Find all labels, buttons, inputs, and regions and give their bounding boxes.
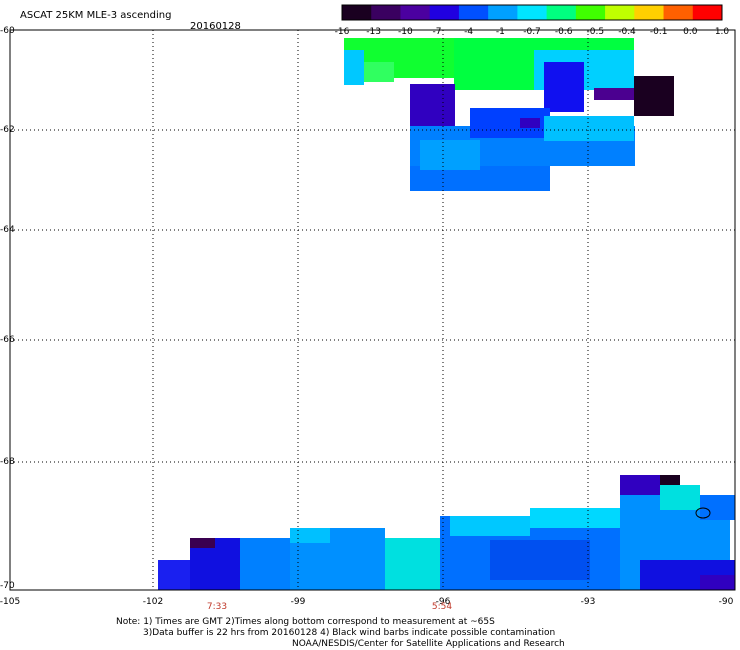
time-label: 7:33 [206,602,228,612]
colorbar-tick-label: -0.6 [554,27,573,37]
map-frame [9,29,736,591]
time-label: 5:54 [431,602,453,612]
lon-label: -105 [0,597,21,607]
colorbar-tick-label: -0.4 [618,27,636,37]
colorbar-swatch [634,5,665,20]
lat-label: -70 [0,581,15,591]
colorbar-swatch [605,5,635,20]
colorbar-tick-label: -4 [464,27,474,37]
colorbar-border [341,4,723,21]
lat-label: -68 [0,457,15,467]
colorbar-swatch [692,5,723,20]
colorbar-swatch [517,5,548,20]
colorbar-tick-label: -13 [366,27,381,37]
colorbar-swatch [546,5,577,20]
note-line-1: Note: 1) Times are GMT 2)Times along bot… [116,617,495,627]
colorbar-tick-label: -0.7 [523,27,541,37]
lat-label: -62 [0,125,15,135]
colorbar-swatch [663,5,694,20]
lon-label: -90 [718,597,734,607]
colorbar-swatch [575,5,606,20]
colorbar-swatch [342,5,372,20]
colorbar-swatch [400,5,431,20]
colorbar-tick-label: -0.1 [649,27,668,37]
map-title: ASCAT 25KM MLE-3 ascending [20,10,172,21]
colorbar-swatch [488,5,518,20]
lat-label: -66 [0,335,15,345]
colorbar [341,4,723,21]
colorbar-tick-label: 0.0 [683,27,698,37]
lower-data-swath [158,475,735,590]
colorbar-swatch [371,5,401,20]
lon-label: -102 [142,597,164,607]
lon-label: -96 [435,597,451,607]
colorbar-tick-label: -10 [397,27,413,37]
note-line-3: NOAA/NESDIS/Center for Satellite Applica… [292,639,565,649]
note-line-2: 3)Data buffer is 22 hrs from 20160128 4)… [143,628,556,638]
colorbar-tick-label: 1.0 [714,27,730,37]
lat-label: -64 [0,225,15,235]
upper-data-swath [344,38,674,191]
colorbar-tick-label: -16 [334,27,350,37]
graticule [10,30,735,590]
colorbar-tick-label: -7 [432,27,442,37]
colorbar-swatch [458,5,489,20]
lat-label: -60 [0,26,15,36]
colorbar-tick-label: -0.5 [586,27,605,37]
colorbar-tick-label: -1 [495,27,505,37]
map-date: 20160128 [190,21,241,32]
lon-label: -99 [290,597,306,607]
lon-label: -93 [580,597,596,607]
colorbar-swatch [429,5,460,20]
